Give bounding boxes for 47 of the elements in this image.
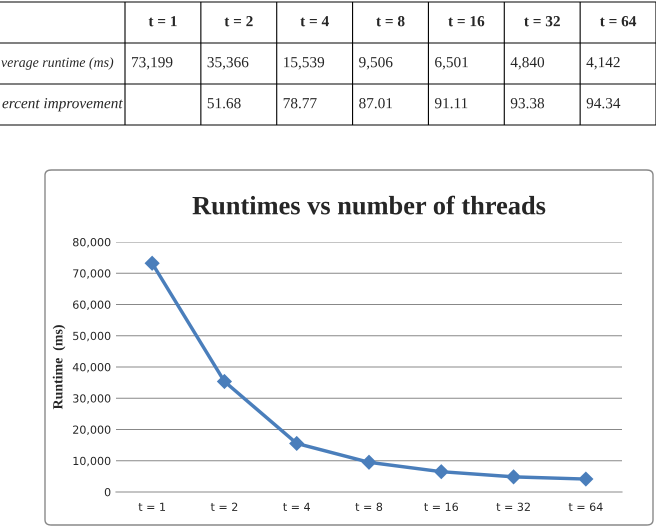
category-label: t = 16	[448, 16, 484, 26]
x-tick-label: t = 16	[424, 502, 458, 512]
y-tick-label: 0	[104, 488, 110, 496]
text: 93.38	[510, 98, 544, 108]
x-tick-label: t = 1	[138, 502, 166, 511]
chart-title: Runtimes vs number of threads	[192, 196, 546, 215]
x-tick-label: t = 4	[283, 502, 310, 511]
point	[362, 454, 376, 470]
category-label: t = 8	[376, 16, 405, 26]
data-label: 73,199	[132, 57, 172, 70]
text: 94.34	[586, 98, 620, 108]
y-axis-title: Runtime (ms)	[52, 325, 66, 410]
point	[144, 256, 160, 271]
y-tick-label: 10,000	[73, 456, 110, 466]
y-tick-label: 30,000	[73, 394, 110, 404]
text: 78.77	[284, 98, 317, 108]
data-label: 4,142	[586, 57, 620, 70]
data-label: 35,366	[208, 57, 248, 70]
text: verage runtime (ms)	[1, 57, 114, 70]
y-tick-label: 40,000	[72, 362, 110, 373]
point	[434, 464, 449, 480]
category-label: t = 1	[148, 16, 177, 26]
point	[506, 469, 521, 484]
point	[289, 436, 304, 451]
text: 91.11	[434, 98, 468, 108]
category-label: t = 4	[300, 16, 329, 26]
y-tick-label: 80,000	[73, 238, 110, 248]
y-tick-label: 50,000	[73, 332, 110, 342]
data-label: 15,539	[284, 57, 324, 70]
y-tick-label: 70,000	[73, 269, 110, 279]
text: 87.01	[359, 98, 392, 108]
data-label: 6,501	[435, 57, 468, 70]
x-tick-label: t = 2	[210, 502, 238, 511]
category-label: t = 2	[224, 16, 253, 26]
x-tick-label: t = 8	[355, 502, 382, 512]
category-label: t = 32	[524, 16, 560, 26]
data-label: 9,506	[359, 57, 392, 70]
text: 51.68	[208, 98, 241, 108]
data-label: 4,840	[510, 57, 544, 70]
y-tick-label: 20,000	[73, 425, 110, 436]
category-label: t = 64	[600, 16, 636, 26]
point	[217, 374, 232, 389]
point	[578, 472, 594, 486]
x-tick-label: t = 64	[568, 502, 603, 512]
text: ercent improvement	[2, 98, 123, 112]
x-tick-label: t = 32	[496, 502, 530, 512]
y-tick-label: 60,000	[73, 300, 110, 310]
